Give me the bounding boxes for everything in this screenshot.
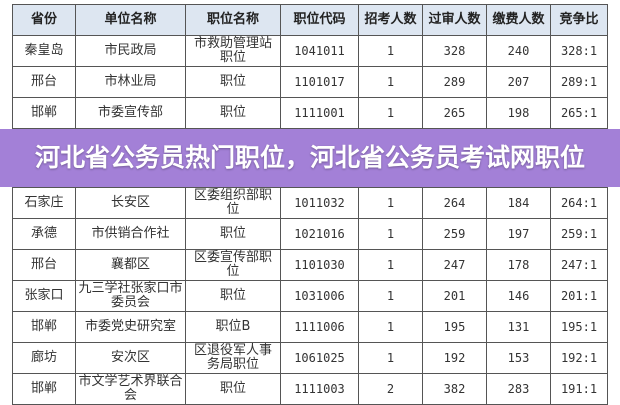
table-cell: 职位B: [185, 311, 281, 343]
column-header: 过审人数: [422, 4, 487, 36]
table-cell: 1031006: [280, 280, 359, 312]
table-cell: 1: [358, 187, 423, 219]
column-header: 职位名称: [185, 4, 281, 36]
table-cell: 1011032: [280, 187, 359, 219]
table-cell: 区委宣传部职位: [185, 249, 281, 281]
table-cell: 邯郸: [12, 311, 76, 343]
table-cell: 201:1: [550, 280, 608, 312]
table-cell: 市委党史研究室: [75, 311, 186, 343]
table-row: 廊坊 安次区 区退役军人事务局职位 1061025 1 192 153 192:1: [12, 342, 608, 374]
positions-table-continued: 石家庄 长安区 区委组织部职位 1011032 1 264 184 264:1 承德 市供销合作社…: [12, 187, 608, 405]
table-cell: 秦皇岛: [12, 35, 76, 67]
table-cell: 265: [422, 97, 487, 129]
table-cell: 张家口: [12, 280, 76, 312]
table-cell: 240: [486, 35, 551, 67]
column-header: 招考人数: [358, 4, 423, 36]
table-cell: 长安区: [75, 187, 186, 219]
table-cell: 131: [486, 311, 551, 343]
table-cell: 1021016: [280, 218, 359, 250]
table-cell: 承德: [12, 218, 76, 250]
table-cell: 石家庄: [12, 187, 76, 219]
table-cell: 区委组织部职位: [185, 187, 281, 219]
column-header: 竞争比: [550, 4, 608, 36]
table-cell: 职位: [185, 97, 281, 129]
table-cell: 192:1: [550, 342, 608, 374]
table-cell: 201: [422, 280, 487, 312]
table-cell: 1: [358, 249, 423, 281]
table-cell: 1111001: [280, 97, 359, 129]
table-cell: 邢台: [12, 249, 76, 281]
table-cell: 市林业局: [75, 66, 186, 98]
table-cell: 1101017: [280, 66, 359, 98]
table-cell: 1041011: [280, 35, 359, 67]
table-cell: 195:1: [550, 311, 608, 343]
table-cell: 178: [486, 249, 551, 281]
table-row: 邯郸 市委宣传部 职位 1111001 1 265 198 265:1: [12, 97, 608, 129]
column-header: 职位代码: [280, 4, 359, 36]
table-cell: 264: [422, 187, 487, 219]
table-cell: 安次区: [75, 342, 186, 374]
table-cell: 1061025: [280, 342, 359, 374]
table-cell: 市民政局: [75, 35, 186, 67]
table-cell: 198: [486, 97, 551, 129]
table-cell: 职位: [185, 218, 281, 250]
table-cell: 328: [422, 35, 487, 67]
table-cell: 职位: [185, 66, 281, 98]
table-cell: 184: [486, 187, 551, 219]
table-cell: 247:1: [550, 249, 608, 281]
table-cell: 195: [422, 311, 487, 343]
table-row: 邯郸 市委党史研究室 职位B 1111006 1 195 131 195:1: [12, 311, 608, 343]
table-header-row: 省份 单位名称 职位名称 职位代码 招考人数 过审人数 缴费人数 竞争比: [12, 4, 608, 36]
title-banner: 河北省公务员热门职位，河北省公务员考试网职位: [0, 129, 620, 187]
column-header: 省份: [12, 4, 76, 36]
table-row: 石家庄 长安区 区委组织部职位 1011032 1 264 184 264:1: [12, 187, 608, 219]
table-cell: 1: [358, 218, 423, 250]
table-cell: 1101030: [280, 249, 359, 281]
table-cell: 1111006: [280, 311, 359, 343]
table-row: 秦皇岛 市民政局 市救助管理站职位 1041011 1 328 240 328:1: [12, 35, 608, 67]
table-row: 承德 市供销合作社 职位 1021016 1 259 197 259:1: [12, 218, 608, 250]
table-cell: 289:1: [550, 66, 608, 98]
table-row: 邢台 市林业局 职位 1101017 1 289 207 289:1: [12, 66, 608, 98]
table-cell: 1: [358, 311, 423, 343]
column-header: 单位名称: [75, 4, 186, 36]
table-cell: 265:1: [550, 97, 608, 129]
table-cell: 247: [422, 249, 487, 281]
table-cell: 207: [486, 66, 551, 98]
table-cell: 邢台: [12, 66, 76, 98]
table-cell: 259:1: [550, 218, 608, 250]
table-cell: 153: [486, 342, 551, 374]
table-cell: 九三学社张家口市委员会: [75, 280, 186, 312]
table-cell: 1: [358, 66, 423, 98]
table-cell: 职位: [185, 280, 281, 312]
table-cell: 市委宣传部: [75, 97, 186, 129]
table-cell: 市救助管理站职位: [185, 35, 281, 67]
positions-table: 省份 单位名称 职位名称 职位代码 招考人数 过审人数 缴费人数 竞争比 秦皇岛 市民政局 市救助…: [12, 4, 608, 129]
table-cell: 146: [486, 280, 551, 312]
table-cell: 192: [422, 342, 487, 374]
table-row: 张家口 九三学社张家口市委员会 职位 1031006 1 201 146 201:1: [12, 280, 608, 312]
table-cell: 328:1: [550, 35, 608, 67]
table-row: 邢台 襄都区 区委宣传部职位 1101030 1 247 178 247:1: [12, 249, 608, 281]
table-cell: 259: [422, 218, 487, 250]
table-cell: 197: [486, 218, 551, 250]
table-cell: 1: [358, 35, 423, 67]
table-cell: 1: [358, 342, 423, 374]
column-header: 缴费人数: [486, 4, 551, 36]
table-cell: 区退役军人事务局职位: [185, 342, 281, 374]
table-cell: 1: [358, 97, 423, 129]
table-cell: 邯郸: [12, 97, 76, 129]
table-cell: 市供销合作社: [75, 218, 186, 250]
table-cell: 1: [358, 280, 423, 312]
table-cell: 廊坊: [12, 342, 76, 374]
table-cell: 襄都区: [75, 249, 186, 281]
table-cell: 289: [422, 66, 487, 98]
table-cell: 264:1: [550, 187, 608, 219]
banner-title: 河北省公务员热门职位，河北省公务员考试网职位: [34, 143, 585, 172]
